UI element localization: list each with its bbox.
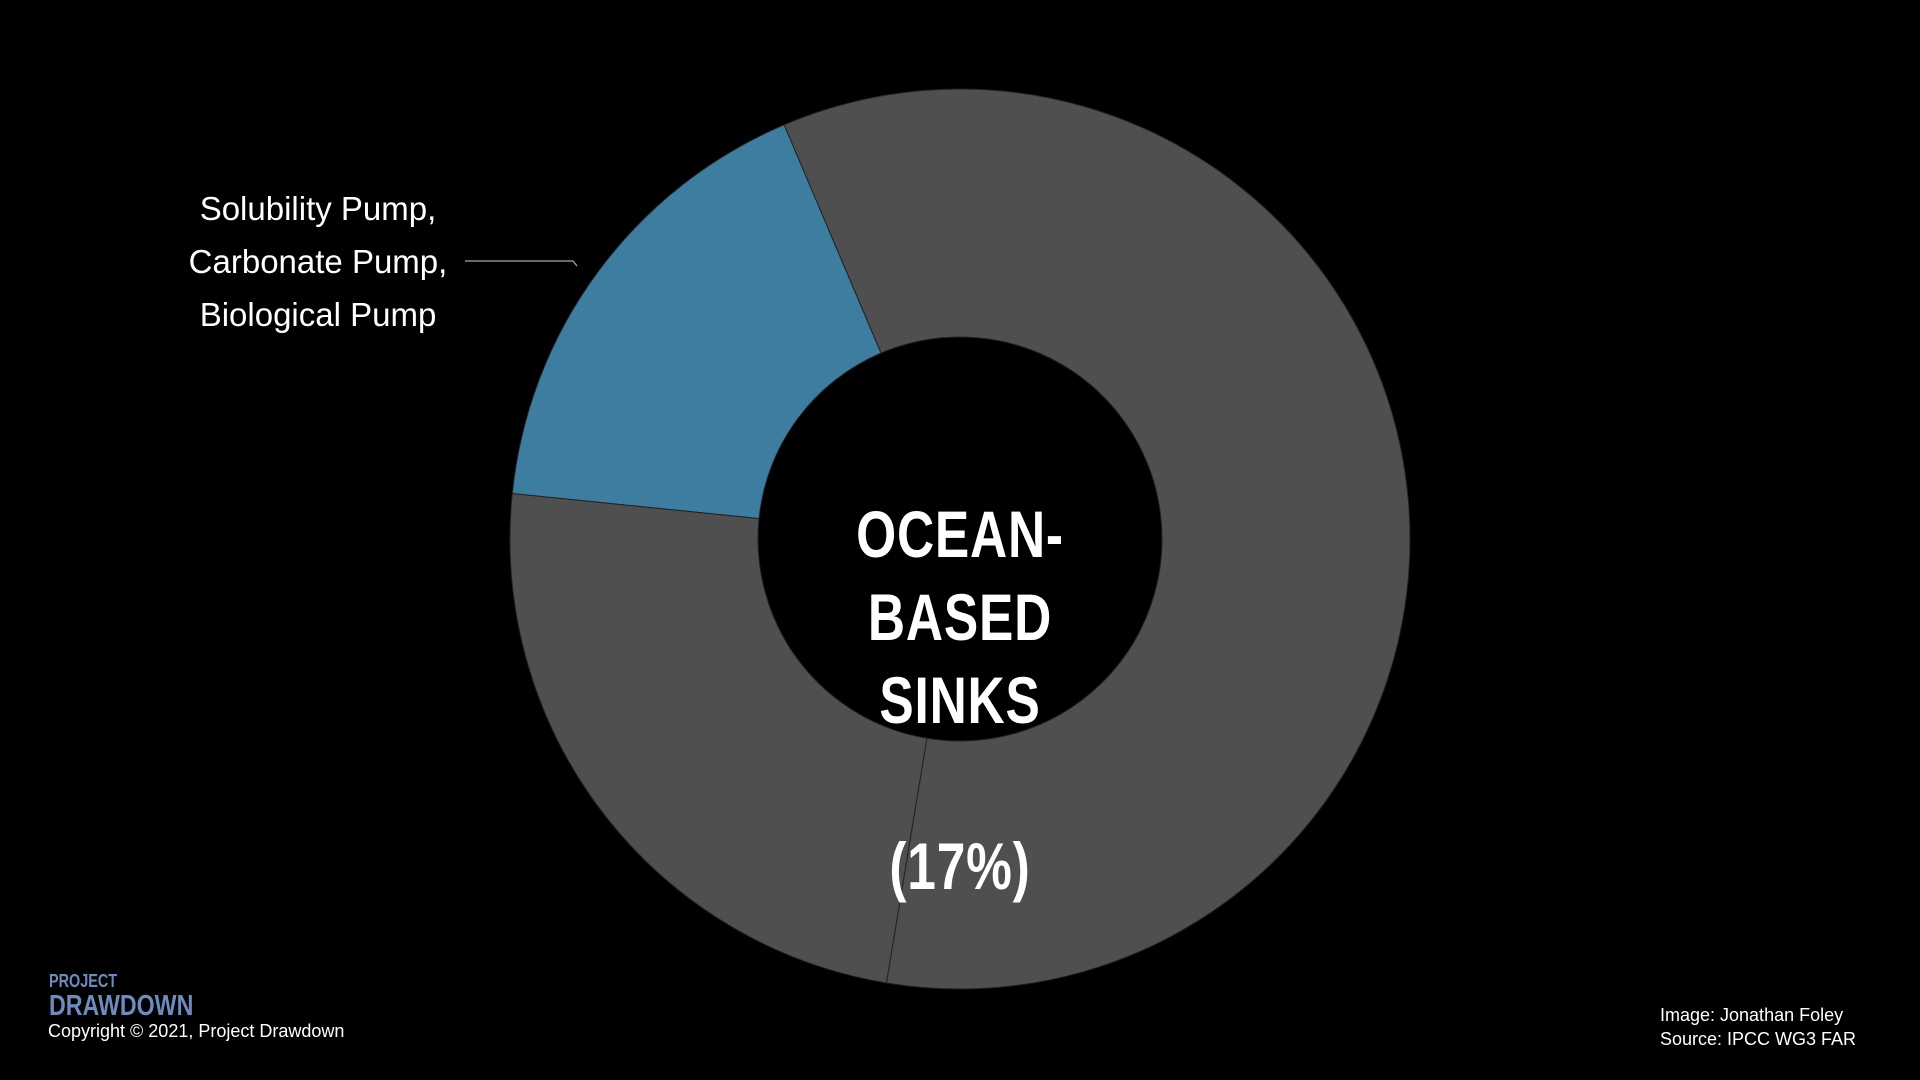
chart-title: OCEAN-BASED SINKS (856, 497, 1064, 737)
logo-bottom: DRAWDOWN (49, 990, 194, 1022)
leader-line (465, 260, 578, 267)
credit-image: Image: Jonathan Foley (1660, 1005, 1844, 1025)
center-label: OCEAN-BASED SINKS (17%) (804, 410, 1116, 991)
donut-segment (511, 124, 882, 520)
segment-label: Solubility Pump, Carbonate Pump, Biologi… (188, 190, 448, 333)
credit-source: Source: IPCC WG3 FAR (1660, 1029, 1857, 1049)
value-label: (17%) (889, 829, 1031, 903)
donut-segment (509, 492, 928, 984)
donut-segment (783, 88, 1411, 990)
copyright: Copyright © 2021, Project Drawdown (48, 1021, 345, 1041)
logo-top: PROJECT (49, 971, 118, 991)
